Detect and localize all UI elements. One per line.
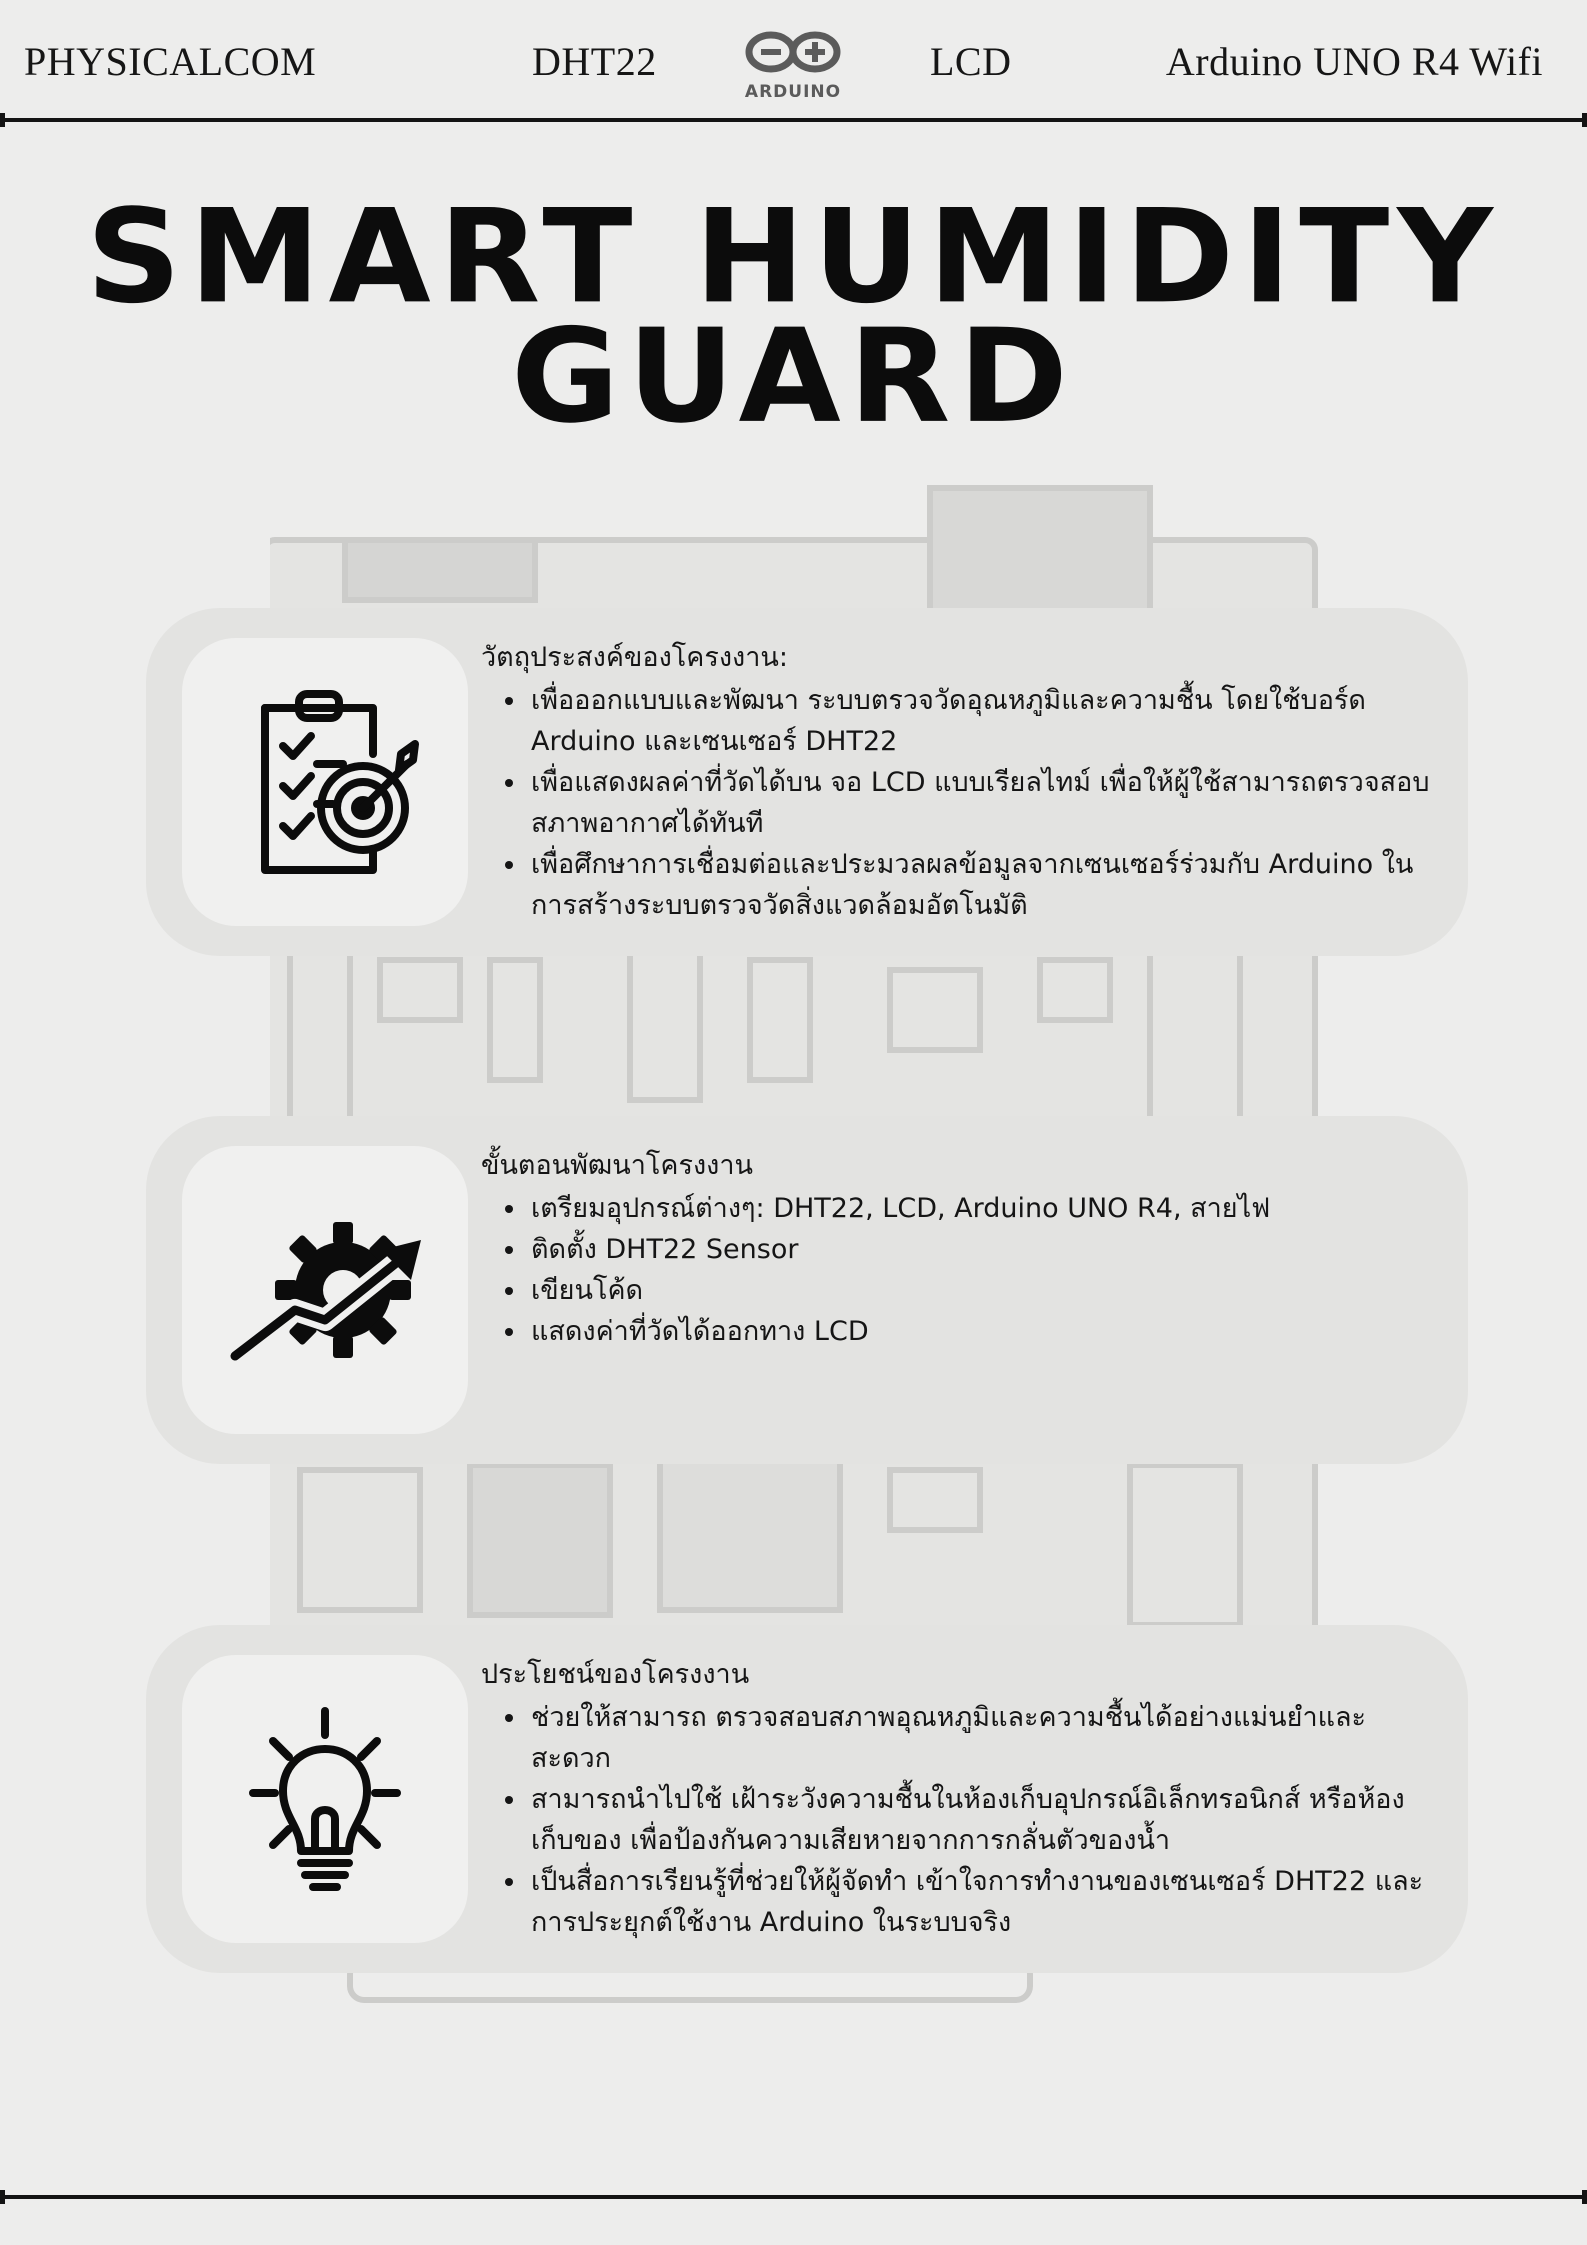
page-header: PHYSICALCOM DHT22 ARDUINO LCD Arduino UN… <box>0 0 1587 120</box>
development-steps-text: ขั้นตอนพัฒนาโครงงาน เตรียมอุปกรณ์ต่างๆ: … <box>481 1146 1441 1352</box>
development-steps-card: ขั้นตอนพัฒนาโครงงาน เตรียมอุปกรณ์ต่างๆ: … <box>146 1116 1468 1464</box>
objectives-heading: วัตถุประสงค์ของโครงงาน: <box>481 642 788 673</box>
benefits-heading: ประโยชน์ของโครงงาน <box>481 1659 750 1690</box>
objectives-text: วัตถุประสงค์ของโครงงาน: เพื่อออกแบบและพั… <box>481 638 1441 926</box>
development-steps-heading: ขั้นตอนพัฒนาโครงงาน <box>481 1150 753 1181</box>
header-divider <box>0 113 1587 127</box>
gear-growth-arrow-icon <box>225 1222 421 1367</box>
arduino-logo-text: ARDUINO <box>745 82 841 102</box>
list-item: เป็นสื่อการเรียนรู้ที่ช่วยให้ผู้จัดทำ เข… <box>481 1861 1441 1943</box>
arduino-logo-icon: ARDUINO <box>745 31 841 102</box>
clipboard-target-icon <box>261 690 419 874</box>
title-line-2: GUARD <box>511 301 1076 453</box>
benefits-icon-box <box>182 1655 468 1943</box>
list-item: เพื่อแสดงผลค่าที่วัดได้บน จอ LCD แบบเรีย… <box>481 762 1441 844</box>
benefits-list: ช่วยให้สามารถ ตรวจสอบสภาพอุณหภูมิและความ… <box>481 1697 1441 1943</box>
list-item: เตรียมอุปกรณ์ต่างๆ: DHT22, LCD, Arduino … <box>481 1188 1441 1229</box>
objectives-list: เพื่อออกแบบและพัฒนา ระบบตรวจวัดอุณหภูมิแ… <box>481 680 1441 926</box>
development-icon-box <box>182 1146 468 1434</box>
header-board-name: Arduino UNO R4 Wifi <box>1165 39 1543 84</box>
list-item: ช่วยให้สามารถ ตรวจสอบสภาพอุณหภูมิและความ… <box>481 1697 1441 1779</box>
header-lcd: LCD <box>930 39 1012 84</box>
lightbulb-icon <box>249 1707 401 1891</box>
list-item: เขียนโค้ด <box>481 1270 1441 1311</box>
list-item: เพื่อศึกษาการเชื่อมต่อและประมวลผลข้อมูลจ… <box>481 844 1441 926</box>
objectives-card: วัตถุประสงค์ของโครงงาน: เพื่อออกแบบและพั… <box>146 608 1468 956</box>
benefits-text: ประโยชน์ของโครงงาน ช่วยให้สามารถ ตรวจสอบ… <box>481 1655 1441 1943</box>
footer-divider <box>0 2190 1587 2204</box>
list-item: สามารถนำไปใช้ เฝ้าระวังความชื้นในห้องเก็… <box>481 1779 1441 1861</box>
development-steps-list: เตรียมอุปกรณ์ต่างๆ: DHT22, LCD, Arduino … <box>481 1188 1441 1352</box>
objectives-icon-box <box>182 638 468 926</box>
list-item: ติดตั้ง DHT22 Sensor <box>481 1229 1441 1270</box>
page-title: SMART HUMIDITY GUARD <box>0 181 1587 453</box>
title-line-1: SMART HUMIDITY <box>86 181 1501 333</box>
header-dht22: DHT22 <box>532 39 657 84</box>
benefits-card: ประโยชน์ของโครงงาน ช่วยให้สามารถ ตรวจสอบ… <box>146 1625 1468 1973</box>
header-physicalcom: PHYSICALCOM <box>24 39 317 84</box>
list-item: แสดงค่าที่วัดได้ออกทาง LCD <box>481 1311 1441 1352</box>
list-item: เพื่อออกแบบและพัฒนา ระบบตรวจวัดอุณหภูมิแ… <box>481 680 1441 762</box>
